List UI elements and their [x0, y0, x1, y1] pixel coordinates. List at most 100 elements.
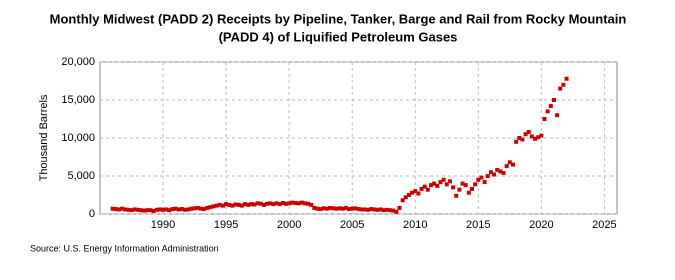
- data-point: [365, 207, 370, 212]
- chart-title: Monthly Midwest (PADD 2) Receipts by Pip…: [50, 11, 627, 26]
- data-point: [148, 208, 153, 213]
- data-point: [233, 202, 238, 207]
- data-point: [400, 198, 405, 203]
- data-point: [529, 134, 534, 139]
- chart-title: (PADD 4) of Liquified Petroleum Gases: [219, 29, 458, 44]
- data-point: [463, 183, 468, 188]
- data-point: [369, 207, 374, 212]
- data-point: [129, 208, 134, 213]
- data-point: [391, 208, 396, 213]
- data-point: [293, 200, 298, 205]
- data-point: [287, 201, 292, 206]
- data-point: [359, 207, 364, 212]
- data-point: [526, 129, 531, 134]
- data-point: [331, 206, 336, 211]
- data-point: [482, 180, 487, 185]
- data-point: [110, 206, 115, 211]
- data-point: [192, 206, 197, 211]
- data-point: [394, 209, 399, 214]
- data-point: [517, 136, 522, 140]
- data-point: [239, 203, 244, 208]
- data-point: [378, 207, 383, 212]
- x-tick-label: 1995: [214, 219, 238, 231]
- data-point: [255, 201, 260, 206]
- data-point: [438, 180, 443, 185]
- data-point: [167, 208, 172, 213]
- x-tick-label: 2025: [592, 219, 616, 231]
- data-point: [514, 139, 519, 144]
- data-point: [283, 201, 288, 206]
- data-point: [170, 207, 175, 212]
- data-point: [296, 201, 301, 206]
- data-point: [447, 179, 452, 184]
- data-point: [280, 200, 285, 205]
- data-point: [145, 208, 150, 213]
- data-point: [189, 206, 194, 211]
- data-point: [176, 207, 181, 212]
- data-point: [353, 206, 358, 211]
- data-point: [324, 206, 329, 211]
- data-point: [466, 190, 471, 195]
- data-point: [469, 186, 474, 191]
- data-point: [441, 177, 446, 182]
- data-point: [132, 207, 137, 212]
- data-point: [485, 174, 490, 178]
- data-point: [507, 160, 512, 165]
- data-point: [120, 206, 125, 211]
- data-point: [545, 109, 550, 114]
- data-point: [186, 207, 191, 212]
- data-point: [258, 201, 263, 206]
- data-point: [451, 185, 456, 190]
- data-point: [444, 182, 449, 187]
- data-point: [501, 170, 506, 175]
- data-point: [113, 207, 118, 212]
- data-point: [416, 191, 421, 196]
- data-point: [356, 207, 361, 212]
- data-point: [274, 201, 279, 206]
- data-point: [224, 202, 229, 207]
- data-point: [299, 200, 304, 205]
- data-point: [422, 184, 427, 189]
- data-point: [454, 193, 459, 198]
- data-point: [290, 200, 295, 205]
- data-point: [142, 208, 147, 213]
- y-tick-label: 10,000: [61, 132, 95, 144]
- data-point: [157, 207, 162, 212]
- data-point: [397, 205, 402, 210]
- data-point: [419, 186, 424, 191]
- data-point: [243, 202, 248, 207]
- data-point: [388, 208, 393, 213]
- data-point: [343, 205, 348, 210]
- data-point: [340, 206, 345, 211]
- data-point: [315, 206, 320, 211]
- data-point: [198, 206, 203, 211]
- data-point: [202, 207, 207, 212]
- data-point: [277, 202, 282, 207]
- data-point: [230, 203, 235, 208]
- data-point: [375, 207, 380, 212]
- data-point: [406, 193, 411, 197]
- data-point: [302, 201, 307, 206]
- data-point: [309, 202, 314, 207]
- data-point: [211, 204, 216, 209]
- data-point: [425, 187, 430, 192]
- y-tick-label: 5,000: [67, 170, 95, 182]
- data-point: [265, 201, 270, 206]
- data-point: [520, 137, 525, 142]
- y-tick-label: 20,000: [61, 56, 95, 68]
- y-tick-label: 15,000: [61, 94, 95, 106]
- data-point: [350, 206, 355, 211]
- x-tick-label: 2000: [277, 219, 301, 231]
- data-point: [164, 207, 169, 212]
- data-point: [460, 181, 465, 186]
- data-point: [542, 117, 547, 121]
- data-point: [504, 164, 509, 169]
- data-point: [384, 207, 389, 212]
- data-point: [268, 201, 273, 206]
- data-point: [321, 206, 326, 211]
- data-point: [548, 104, 553, 109]
- data-point: [492, 172, 497, 177]
- data-point: [473, 182, 478, 187]
- data-point: [561, 82, 566, 87]
